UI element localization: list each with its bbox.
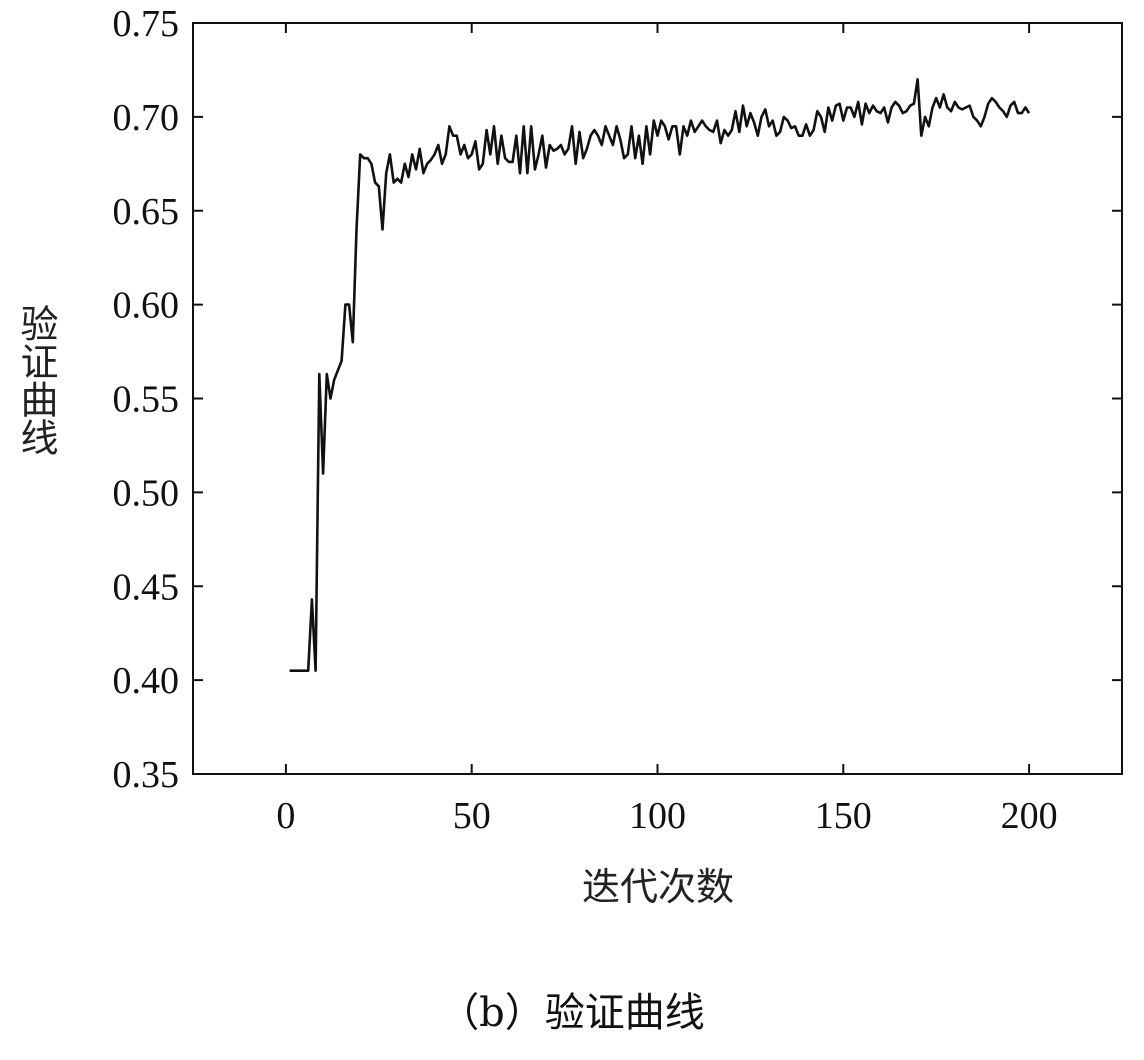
y-tick-label: 0.70 bbox=[113, 97, 180, 139]
y-tick-label: 0.55 bbox=[113, 379, 180, 421]
figure-caption: （b）验证曲线 bbox=[439, 990, 705, 1036]
x-tick-label: 150 bbox=[815, 795, 872, 837]
x-tick-label: 100 bbox=[629, 795, 686, 837]
y-tick-label: 0.50 bbox=[113, 472, 180, 514]
y-tick-label: 0.65 bbox=[113, 191, 180, 233]
x-axis-ticks: 0 50 100 150 200 bbox=[276, 23, 1058, 837]
y-axis-label: 验证曲线 bbox=[14, 304, 58, 456]
y-axis-ticks: 0.35 0.40 0.45 0.50 0.55 0.60 0.65 0.70 0.75 bbox=[113, 3, 1122, 796]
x-tick-label: 50 bbox=[453, 795, 491, 837]
y-tick-label: 0.40 bbox=[113, 660, 180, 702]
y-tick-label: 0.75 bbox=[113, 3, 180, 45]
plot-area bbox=[192, 22, 1123, 775]
x-axis-label: 迭代次数 bbox=[582, 865, 734, 909]
series-line bbox=[289, 78, 1031, 673]
x-tick-label: 0 bbox=[276, 795, 295, 837]
y-tick-label: 0.35 bbox=[113, 754, 180, 796]
x-tick-label: 200 bbox=[1001, 795, 1058, 837]
y-tick-label: 0.60 bbox=[113, 285, 180, 327]
y-tick-label: 0.45 bbox=[113, 566, 180, 608]
